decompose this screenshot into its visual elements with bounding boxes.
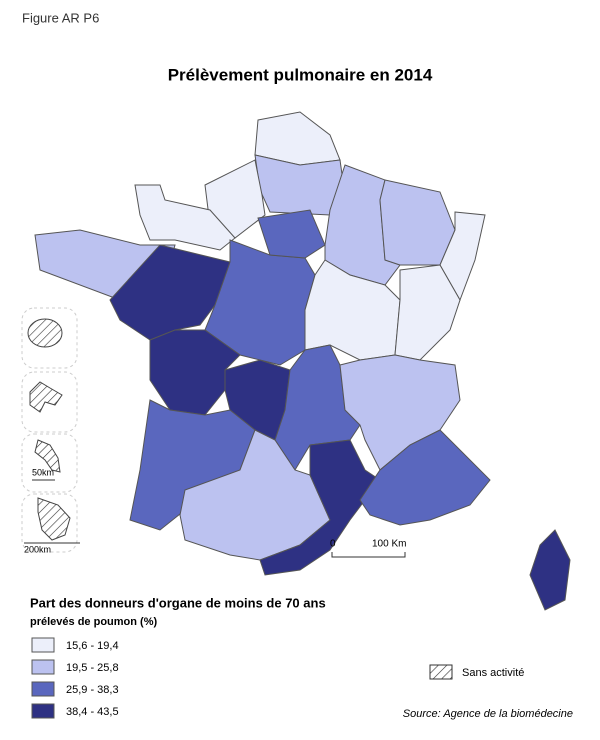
- scale-bar: 0 100 Km: [330, 539, 406, 558]
- region: [149, 329, 241, 416]
- scale-label: 100 Km: [372, 539, 406, 550]
- title: Prélèvement pulmonaire en 2014: [168, 65, 433, 84]
- no-activity-swatch: [429, 664, 453, 680]
- legend-label: 15,6 - 19,4: [66, 640, 119, 652]
- region: [394, 264, 461, 361]
- regions: [34, 111, 571, 611]
- legend-swatch: [31, 659, 55, 675]
- legend-swatch: [31, 637, 55, 653]
- legend-swatch: [31, 703, 55, 719]
- legend-label: 25,9 - 38,3: [66, 684, 119, 696]
- region: [379, 179, 456, 266]
- inset-scale: 200km: [24, 544, 51, 554]
- scale-label: 0: [330, 539, 336, 550]
- figure-label: Figure AR P6: [22, 10, 99, 25]
- legend-title: Part des donneurs d'organe de moins de 7…: [30, 595, 326, 610]
- region: [254, 111, 341, 166]
- insets: 50km 200km: [21, 307, 80, 554]
- legend-label: Sans activité: [462, 667, 524, 679]
- region: [257, 209, 326, 259]
- legend-subtitle: prélevés de poumon (%): [30, 616, 157, 628]
- region: [529, 529, 571, 611]
- region: [134, 184, 236, 251]
- legend: 15,6 - 19,4 19,5 - 25,8 25,9 - 38,3 38,4 - …: [31, 637, 119, 719]
- region: [359, 429, 491, 526]
- inset-scale: 50km: [32, 467, 54, 477]
- region: [259, 439, 381, 576]
- legend-label: 19,5 - 25,8: [66, 662, 119, 674]
- region: [274, 344, 361, 471]
- source: Source: Agence de la biomédecine: [403, 708, 573, 720]
- legend-swatch: [31, 681, 55, 697]
- legend-label: 38,4 - 43,5: [66, 706, 119, 718]
